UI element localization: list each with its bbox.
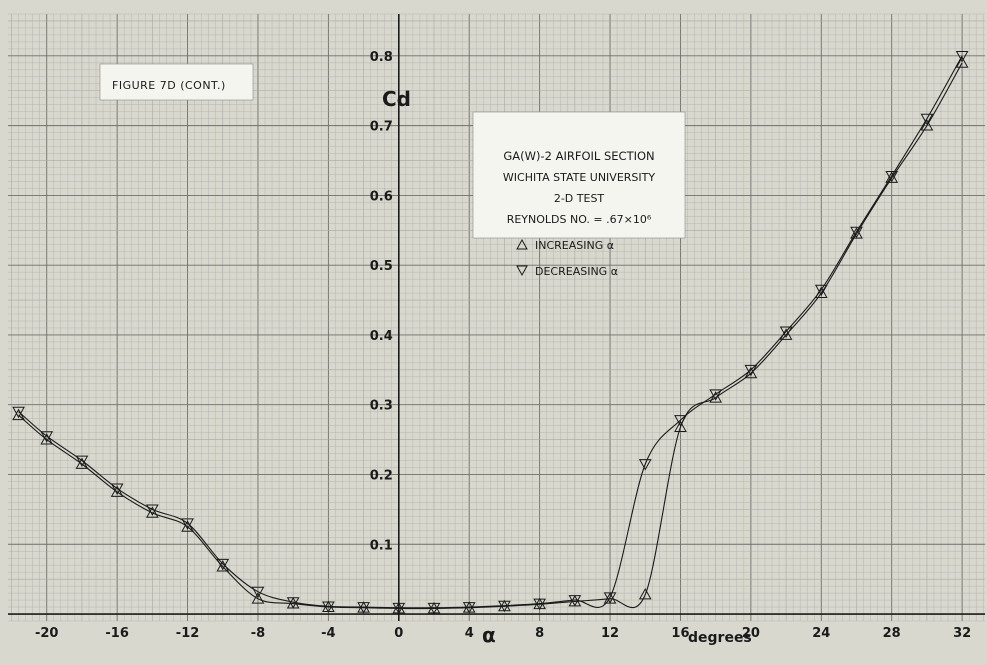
point-increasing bbox=[638, 587, 652, 600]
y-tick-label: 0.3 bbox=[370, 399, 393, 414]
point-decreasing bbox=[392, 602, 406, 615]
y-axis-title: Cd bbox=[382, 87, 411, 111]
point-decreasing bbox=[12, 406, 25, 419]
point-decreasing bbox=[322, 601, 335, 613]
y-tick-label: 0.8 bbox=[370, 50, 393, 65]
point-decreasing bbox=[357, 602, 370, 614]
legend-triangle-up-icon bbox=[516, 238, 528, 250]
y-tick-label: 0.4 bbox=[370, 329, 393, 344]
y-tick-label: 0.5 bbox=[370, 259, 393, 274]
legend-decreasing-label: DECREASING α bbox=[535, 265, 618, 278]
point-decreasing bbox=[850, 226, 863, 239]
point-increasing bbox=[251, 592, 265, 604]
point-decreasing bbox=[427, 602, 441, 615]
x-tick-label: 0 bbox=[394, 626, 403, 641]
point-decreasing bbox=[110, 483, 124, 495]
point-increasing bbox=[955, 56, 969, 68]
x-tick-label: -20 bbox=[35, 626, 59, 641]
point-decreasing bbox=[709, 389, 723, 401]
point-decreasing bbox=[814, 284, 828, 297]
point-increasing bbox=[40, 433, 54, 445]
point-decreasing bbox=[638, 459, 652, 471]
series-line-increasing bbox=[18, 62, 963, 610]
point-decreasing bbox=[75, 455, 89, 468]
point-decreasing bbox=[568, 595, 582, 607]
x-tick-label: -8 bbox=[251, 626, 265, 641]
y-tick-label: 0.1 bbox=[370, 538, 393, 553]
y-tick-label: 0.6 bbox=[370, 189, 393, 204]
point-decreasing bbox=[216, 558, 230, 571]
point-increasing bbox=[75, 457, 89, 469]
x-axis-title: α bbox=[482, 623, 496, 647]
x-tick-label: -16 bbox=[105, 626, 129, 641]
legend: INCREASING α DECREASING α bbox=[516, 238, 618, 278]
x-tick-label: -4 bbox=[321, 626, 335, 641]
point-increasing bbox=[674, 420, 687, 432]
point-increasing bbox=[146, 506, 159, 518]
y-tick-label: 0.7 bbox=[370, 120, 393, 135]
figure-label-box: FIGURE 7D (CONT.) bbox=[99, 63, 254, 101]
point-increasing bbox=[709, 391, 723, 403]
x-axis-units: degrees bbox=[688, 630, 752, 646]
info-test: 2-D TEST bbox=[554, 192, 605, 205]
legend-increasing-label: INCREASING α bbox=[535, 239, 614, 252]
info-title: GA(W)-2 AIRFOIL SECTION bbox=[503, 149, 654, 163]
tick-labels: -20 -16 -12 -8 -4 0 4 8 12 16 20 24 28 32 0.1 0.2 0.3 0.4… bbox=[35, 50, 971, 641]
x-tick-label: 20 bbox=[742, 626, 760, 641]
point-decreasing bbox=[533, 598, 546, 611]
point-increasing bbox=[181, 520, 194, 532]
point-increasing bbox=[744, 366, 758, 379]
point-decreasing bbox=[498, 600, 511, 613]
x-tick-label: 32 bbox=[953, 626, 971, 641]
y-tick-label: 0.2 bbox=[370, 468, 393, 483]
x-tick-label: 28 bbox=[883, 626, 901, 641]
point-decreasing bbox=[251, 586, 265, 599]
x-tick-label: 8 bbox=[535, 626, 544, 641]
x-tick-label: 4 bbox=[465, 626, 474, 641]
point-decreasing bbox=[286, 597, 300, 609]
point-increasing bbox=[12, 408, 25, 421]
point-increasing bbox=[920, 119, 934, 131]
point-increasing bbox=[216, 560, 230, 572]
point-decreasing bbox=[146, 504, 159, 516]
info-institution: WICHITA STATE UNIVERSITY bbox=[503, 171, 655, 184]
point-decreasing bbox=[462, 602, 476, 614]
x-tick-label: 24 bbox=[812, 626, 830, 641]
info-reynolds: REYNOLDS NO. = .67×10⁶ bbox=[507, 213, 652, 226]
x-tick-label: 16 bbox=[671, 626, 689, 641]
point-decreasing bbox=[885, 170, 899, 183]
figure-label-background bbox=[99, 63, 254, 101]
point-decreasing bbox=[181, 518, 194, 530]
point-decreasing bbox=[603, 592, 617, 604]
axes bbox=[8, 14, 985, 621]
info-box: GA(W)-2 AIRFOIL SECTION WICHITA STATE UN… bbox=[472, 111, 686, 239]
legend-triangle-down-icon bbox=[516, 265, 528, 277]
x-tick-label: -12 bbox=[176, 626, 200, 641]
point-decreasing bbox=[955, 50, 969, 63]
point-increasing bbox=[110, 485, 124, 497]
point-decreasing bbox=[779, 326, 793, 338]
point-increasing bbox=[779, 328, 793, 340]
point-decreasing bbox=[744, 364, 758, 377]
x-tick-label: 12 bbox=[601, 626, 619, 641]
point-decreasing bbox=[674, 415, 687, 427]
markers bbox=[12, 50, 969, 615]
info-box-background bbox=[472, 111, 686, 239]
point-decreasing bbox=[40, 431, 54, 443]
figure-label: FIGURE 7D (CONT.) bbox=[112, 79, 226, 92]
point-increasing bbox=[814, 286, 828, 298]
point-decreasing bbox=[920, 113, 934, 126]
